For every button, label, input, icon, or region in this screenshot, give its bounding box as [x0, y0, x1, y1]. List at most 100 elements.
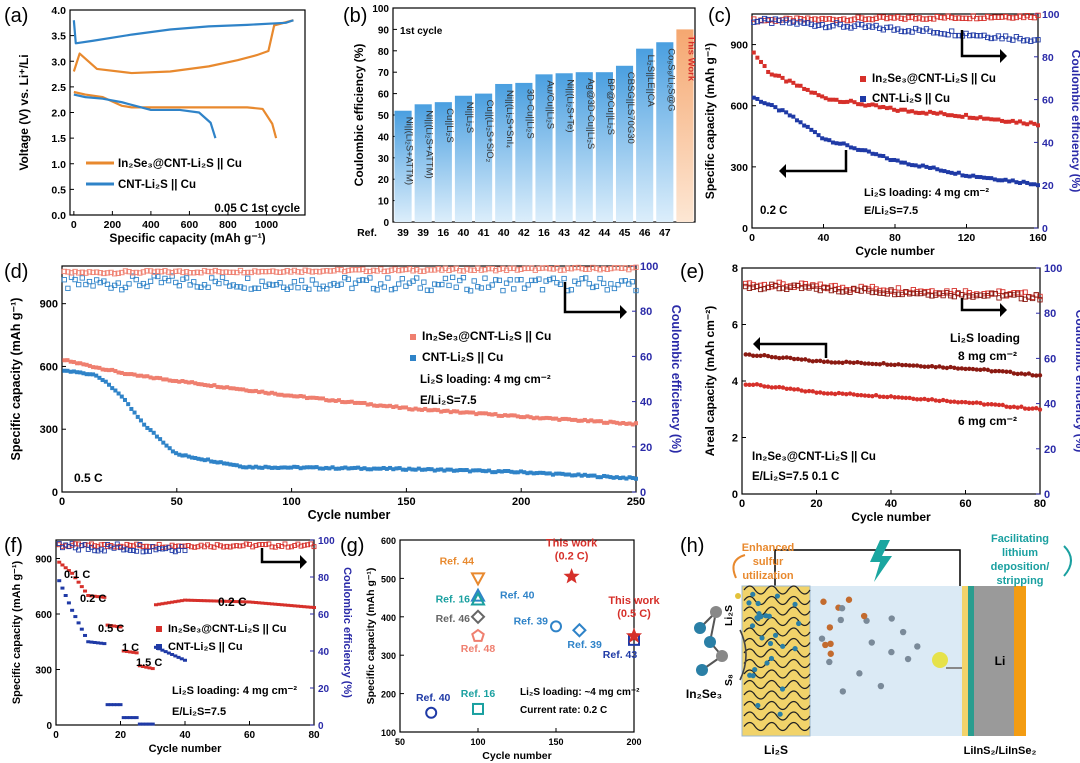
cap-d-1: [113, 369, 118, 374]
ce-d-1: [439, 267, 445, 273]
note-e-cell: In₂Se₃@CNT-Li₂S || Cu: [752, 451, 876, 463]
ce-f-1: [192, 544, 198, 550]
cap-e-1: [780, 355, 786, 360]
ce-f-2: [108, 544, 114, 550]
cap-d-2: [602, 473, 607, 478]
ce-d-2: [248, 286, 254, 292]
cap-d-2: [416, 466, 421, 471]
cap-d-2: [407, 466, 412, 471]
cap-d-1: [400, 405, 405, 410]
cap-e-2: [844, 391, 849, 397]
cap-d-1: [541, 416, 546, 421]
cap-d-2: [589, 473, 594, 478]
bar-8: [555, 73, 573, 223]
x-tick-label: 800: [219, 219, 237, 231]
ce-f-2: [179, 544, 185, 549]
cap-d-1: [228, 386, 233, 391]
cap-c-1: [917, 111, 922, 116]
cap-c-2: [812, 130, 817, 135]
cap-f-2: [128, 716, 133, 720]
cap-c-1: [838, 99, 843, 104]
cap-e-1: [963, 366, 968, 372]
cap-d-1: [483, 411, 488, 416]
ce-c-2: [931, 30, 937, 36]
cap-e-1: [933, 364, 938, 370]
cap-e-1: [1008, 369, 1013, 374]
ce-e-2: [750, 284, 756, 290]
chart-title-b: 1st cycle: [400, 26, 443, 37]
cap-d-1: [624, 421, 629, 426]
x-tick-label: 250: [627, 496, 645, 508]
cap-f-2: [118, 703, 123, 707]
ce-c-1: [873, 15, 879, 21]
bar-label-8: Ni||(Li₂S+Te): [565, 79, 576, 132]
in2se3-dot: [772, 632, 779, 638]
cap-e-1: [762, 352, 767, 358]
cap-d-1: [237, 387, 242, 392]
cap-f-2: [76, 621, 81, 625]
ce-f-2: [76, 547, 82, 553]
ce-e-2: [847, 289, 853, 295]
ce-d-1: [345, 267, 352, 274]
cap-d-1: [519, 415, 524, 420]
cap-d-2: [183, 453, 188, 458]
ce-c-2: [862, 24, 868, 31]
cap-d-1: [442, 408, 447, 413]
cap-c-2: [928, 165, 933, 170]
cap-c-1: [769, 72, 774, 77]
ce-e-2: [974, 292, 980, 299]
cap-f-1: [183, 598, 187, 602]
cap-d-2: [170, 449, 175, 454]
cap-d-1: [368, 402, 373, 407]
ce-d-2: [478, 285, 485, 291]
ce-f-1: [124, 541, 130, 547]
cap-e-2: [791, 387, 797, 392]
cap-d-2: [206, 457, 211, 462]
ce-d-2: [575, 281, 582, 287]
cap-f-2: [108, 703, 113, 707]
bar-label-6: 3D-Cu||Li₂S: [524, 89, 535, 139]
ref-5: 40: [498, 227, 510, 239]
ce-c-2: [902, 28, 908, 35]
legend-f-mark-1: [156, 626, 162, 632]
li-ion: [818, 635, 826, 642]
ce-f-1: [221, 544, 227, 550]
cap-c-1: [1025, 122, 1030, 127]
ce-c-2: [873, 22, 879, 29]
ce-e-2: [1015, 291, 1021, 297]
cap-c-1: [856, 102, 861, 107]
cap-e-2: [873, 392, 879, 398]
cap-d-1: [62, 358, 67, 363]
cap-c-1: [863, 103, 868, 108]
ce-d-2: [629, 279, 636, 285]
y-tick-label: 8: [732, 263, 738, 275]
ce-d-2: [482, 275, 488, 281]
cap-c-2: [902, 160, 907, 165]
cap-d-2: [442, 468, 447, 473]
ce-c-2: [751, 19, 757, 25]
cap-d-1: [570, 417, 575, 422]
y-tick-label: 20: [378, 175, 390, 186]
cap-d-1: [333, 398, 338, 403]
cap-f-1: [115, 624, 120, 628]
ce-d-2: [590, 284, 596, 291]
ce-d-1: [428, 267, 434, 273]
x-axis-label: Specific capacity (mAh g⁻¹): [109, 231, 265, 245]
ce-e-2: [1007, 291, 1013, 298]
cap-d-2: [343, 465, 348, 470]
cap-f-1: [282, 603, 287, 607]
legend-f-mark-2: [156, 644, 162, 650]
cap-d-1: [100, 367, 105, 372]
ce-d-1: [511, 265, 517, 271]
ce-d-2: [385, 275, 391, 281]
x-tick-label: 40: [885, 498, 897, 510]
cap-d-2: [464, 468, 469, 473]
ce-d-1: [263, 269, 269, 275]
cap-e-1: [750, 353, 756, 358]
cap-e-2: [780, 385, 786, 390]
cnt-fiber: [743, 627, 811, 637]
ce-d-1: [557, 267, 564, 273]
cap-c-1: [827, 97, 832, 102]
cap-e-2: [881, 394, 886, 400]
ce-d-1: [252, 268, 258, 274]
